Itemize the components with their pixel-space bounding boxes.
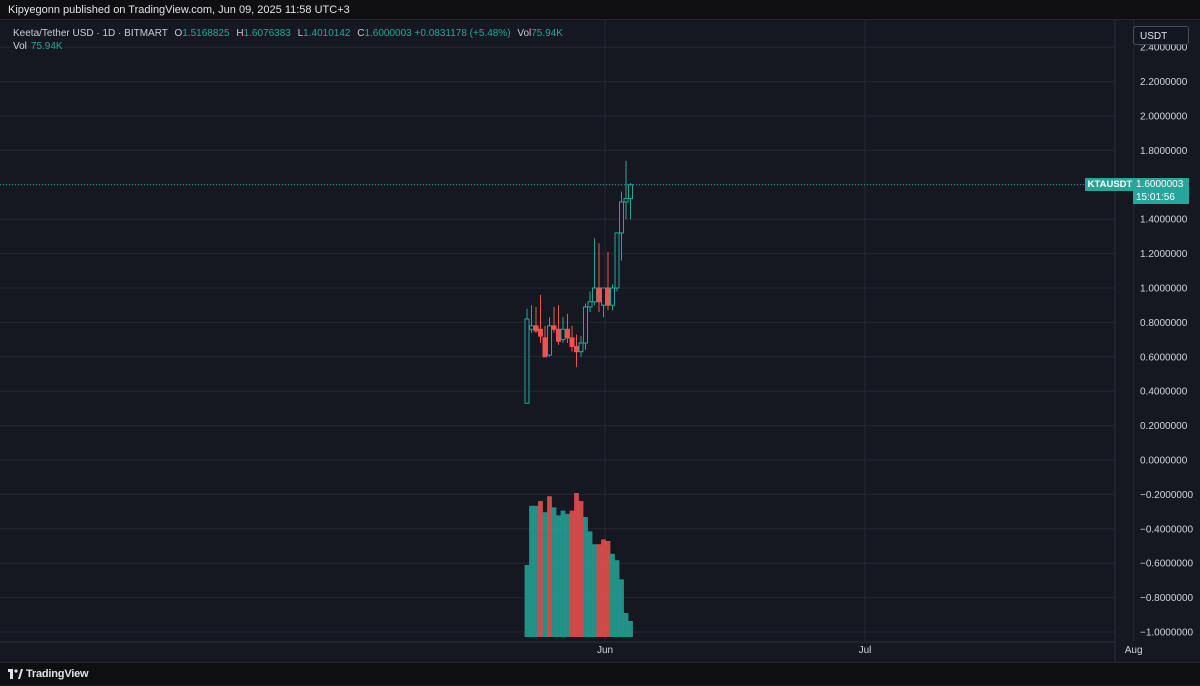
candle-body[interactable] [533,325,539,332]
volume-legend-value: 75.94K [30,41,63,52]
volume-bar [628,621,633,637]
candle-body[interactable] [551,325,557,330]
candle-body[interactable] [596,287,602,303]
candle-body[interactable] [614,232,620,289]
y-axis-tick-label: 0.8000000 [1140,318,1188,329]
candle-body[interactable] [524,318,530,404]
volume-bar [551,507,557,637]
last-price-value: 1.6000003 [1136,179,1184,190]
y-axis-tick-label: 0.0000000 [1140,456,1188,467]
volume-bar [565,513,570,637]
volume-bar [614,560,620,637]
candle-body[interactable] [605,287,611,306]
volume-bar [529,505,534,637]
published-header: Kipyegonn published on TradingView.com, … [0,0,1200,20]
tradingview-logo-icon[interactable] [8,669,23,679]
x-axis-tick-label: Jul [859,645,872,656]
candle-body[interactable] [556,328,561,342]
volume-bar [538,501,543,637]
candle-body[interactable] [529,325,534,330]
candle-body[interactable] [538,328,543,337]
volume-bar [547,496,552,637]
volume-bar [556,515,561,637]
candle-body[interactable] [601,287,606,306]
price-chart[interactable]: 2.4000000 2.2000000 2.0000000 1.8000000 1.60… [0,20,1200,662]
y-axis-tick-label: −1.0000000 [1140,628,1194,639]
candle-body[interactable] [592,287,597,303]
ohlc-legend: Keeta/Tether USD · 1D · BITMART O1.51688… [13,27,563,40]
volume-legend-label[interactable]: Vol [13,41,27,52]
published-text: Kipyegonn published on TradingView.com, … [8,4,350,16]
footer: TradingView [0,662,1200,685]
candle-body[interactable] [569,337,575,347]
y-axis-tick-label: 1.0000000 [1140,284,1188,295]
candle-body[interactable] [587,301,593,308]
volume-bar [542,512,548,637]
volume-bar [605,541,611,637]
candle-body[interactable] [628,184,633,200]
y-axis-tick-label: 0.6000000 [1140,352,1188,363]
y-axis-tick-label: 0.4000000 [1140,387,1188,398]
legend-low-value: 1.4010142 [303,28,351,39]
candle-body[interactable] [619,201,624,234]
candle-body[interactable] [574,345,579,353]
last-price-box: 1.6000003 15:01:56 [1133,178,1189,204]
y-axis-tick-label: −0.2000000 [1140,490,1194,501]
volume-bar [601,539,606,637]
legend-symbol[interactable]: Keeta/Tether USD · 1D · BITMART [13,28,168,39]
footer-brand[interactable]: TradingView [26,668,89,680]
volume-bar [574,493,579,637]
candle-body[interactable] [610,287,615,306]
legend-high-value: 1.6076383 [243,28,291,39]
volume-bar [587,531,593,637]
candle-body[interactable] [542,337,548,358]
chart-area[interactable]: 2.4000000 2.2000000 2.0000000 1.8000000 1.60… [0,20,1200,662]
legend-open-value: 1.5168825 [182,28,230,39]
volume-bar [578,501,584,637]
legend-vol-value: 75.94K [531,28,563,39]
y-axis-tick-label: −0.8000000 [1140,593,1194,604]
volume-bar [610,553,615,637]
legend-low-label: L [297,28,304,39]
candle-body[interactable] [578,342,584,353]
volume-bar [560,510,566,637]
legend-high-label: H [236,28,244,39]
y-axis-tick-label: 2.2000000 [1140,77,1188,88]
candle-body[interactable] [547,325,552,356]
volume-bar [533,505,539,637]
y-axis-tick-label: 2.4000000 [1140,43,1188,54]
volume-bar [583,517,588,637]
volume-bar [569,510,575,637]
legend-open-label: O [174,28,183,39]
volume-bar [596,544,602,637]
legend-close-label: C [357,28,365,39]
y-axis-tick-label: −0.6000000 [1140,559,1194,570]
candle-body[interactable] [583,306,588,344]
y-axis-tick-label: 1.2000000 [1140,249,1188,260]
legend-vol-label: Vol [517,28,532,39]
y-axis-tick-label: 0.2000000 [1140,421,1188,432]
symbol-price-tag: KTAUSDT [1085,178,1135,191]
legend-close-value: 1.6000003 [364,28,412,39]
y-axis-tick-label: −0.4000000 [1140,524,1194,535]
volume-bar [524,565,530,637]
candle-body[interactable] [560,328,566,341]
volume-bar [592,544,597,637]
volume-bar [619,579,624,637]
y-axis-tick-label: 1.4000000 [1140,215,1188,226]
volume-legend: Vol 75.94K [13,40,63,53]
volume-bar [623,613,629,637]
x-axis-tick-label: Jun [597,645,613,656]
y-axis-tick-label: 1.8000000 [1140,146,1188,157]
y-axis-tick-label: 2.0000000 [1140,112,1188,123]
bar-countdown: 15:01:56 [1136,192,1175,203]
candle-body[interactable] [565,328,570,339]
candle-body[interactable] [623,198,629,203]
x-axis-tick-label: Aug [1125,645,1143,656]
legend-change: +0.0831178 (+5.48%) [414,28,511,39]
currency-button[interactable]: USDT [1133,26,1189,45]
